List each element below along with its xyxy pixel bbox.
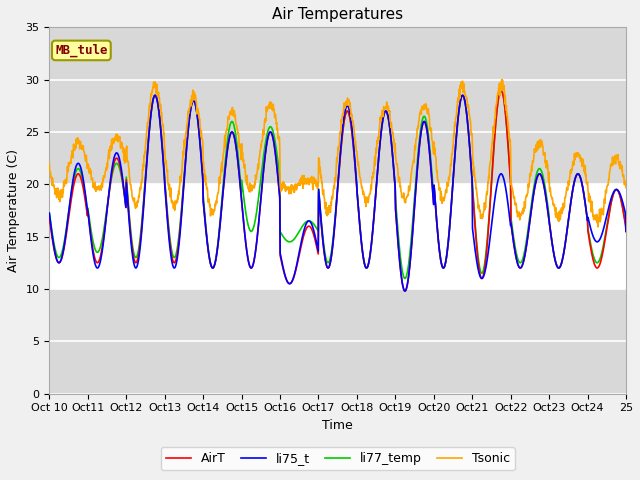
li75_t	[45, 210, 53, 216]
Title: Air Temperatures: Air Temperatures	[272, 7, 403, 22]
AirT	[374, 169, 381, 175]
AirT	[497, 87, 505, 93]
Legend: AirT, li75_t, li77_temp, Tsonic: AirT, li75_t, li77_temp, Tsonic	[161, 447, 515, 470]
Line: li75_t: li75_t	[49, 96, 626, 291]
X-axis label: Time: Time	[323, 419, 353, 432]
AirT	[113, 156, 121, 161]
li75_t	[151, 93, 159, 98]
li77_temp	[622, 228, 630, 234]
AirT	[622, 228, 630, 234]
li77_temp	[290, 236, 298, 242]
Tsonic	[374, 141, 381, 147]
li75_t	[113, 151, 121, 156]
Tsonic	[312, 180, 320, 186]
li75_t	[401, 288, 408, 294]
AirT	[312, 242, 320, 248]
li77_temp	[401, 276, 408, 281]
Line: li77_temp: li77_temp	[49, 90, 626, 278]
Text: MB_tule: MB_tule	[55, 44, 108, 57]
li77_temp	[113, 161, 121, 167]
Tsonic	[45, 160, 53, 166]
li75_t	[303, 221, 310, 227]
li75_t	[90, 256, 98, 262]
li75_t	[622, 228, 630, 234]
Tsonic	[113, 133, 121, 139]
Tsonic	[90, 182, 98, 188]
li77_temp	[312, 225, 320, 231]
Tsonic	[622, 185, 630, 191]
AirT	[302, 227, 310, 232]
li75_t	[291, 272, 298, 277]
li75_t	[374, 164, 381, 170]
Tsonic	[302, 176, 310, 182]
li77_temp	[45, 210, 53, 216]
Line: AirT: AirT	[49, 90, 626, 291]
li77_temp	[497, 87, 505, 93]
AirT	[90, 252, 98, 258]
li75_t	[313, 240, 321, 246]
Bar	[49, 184, 626, 289]
li77_temp	[374, 169, 381, 175]
li77_temp	[302, 219, 310, 225]
li77_temp	[90, 242, 98, 248]
AirT	[290, 274, 298, 279]
AirT	[401, 288, 408, 294]
AirT	[45, 216, 53, 221]
Y-axis label: Air Temperature (C): Air Temperature (C)	[7, 149, 20, 272]
Line: Tsonic: Tsonic	[49, 80, 626, 227]
Tsonic	[290, 187, 298, 193]
Tsonic	[498, 77, 506, 83]
Tsonic	[594, 224, 602, 230]
